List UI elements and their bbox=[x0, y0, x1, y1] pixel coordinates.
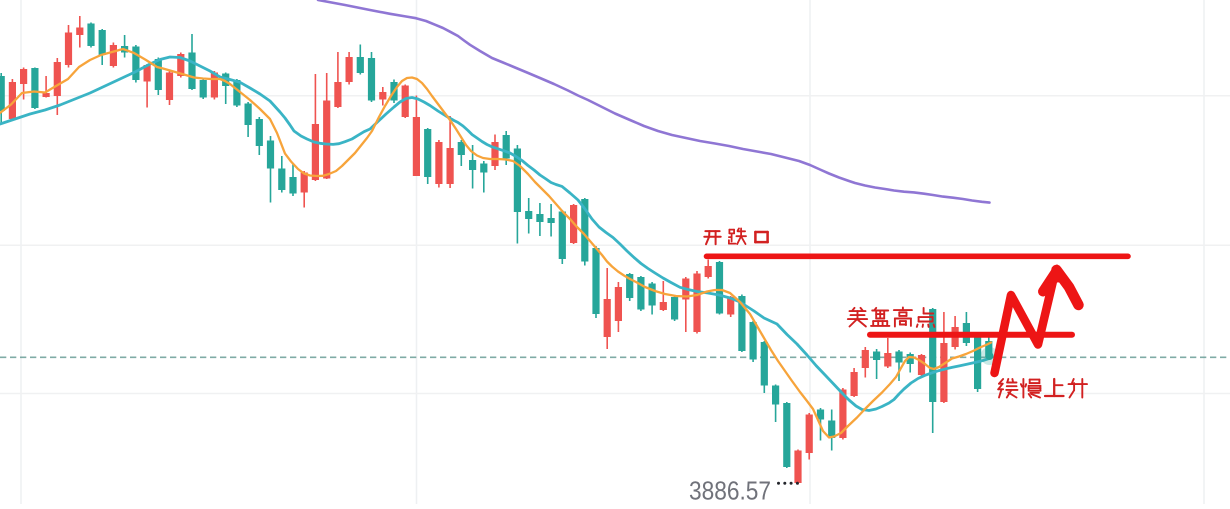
svg-text:3886.57: 3886.57 bbox=[689, 478, 771, 505]
